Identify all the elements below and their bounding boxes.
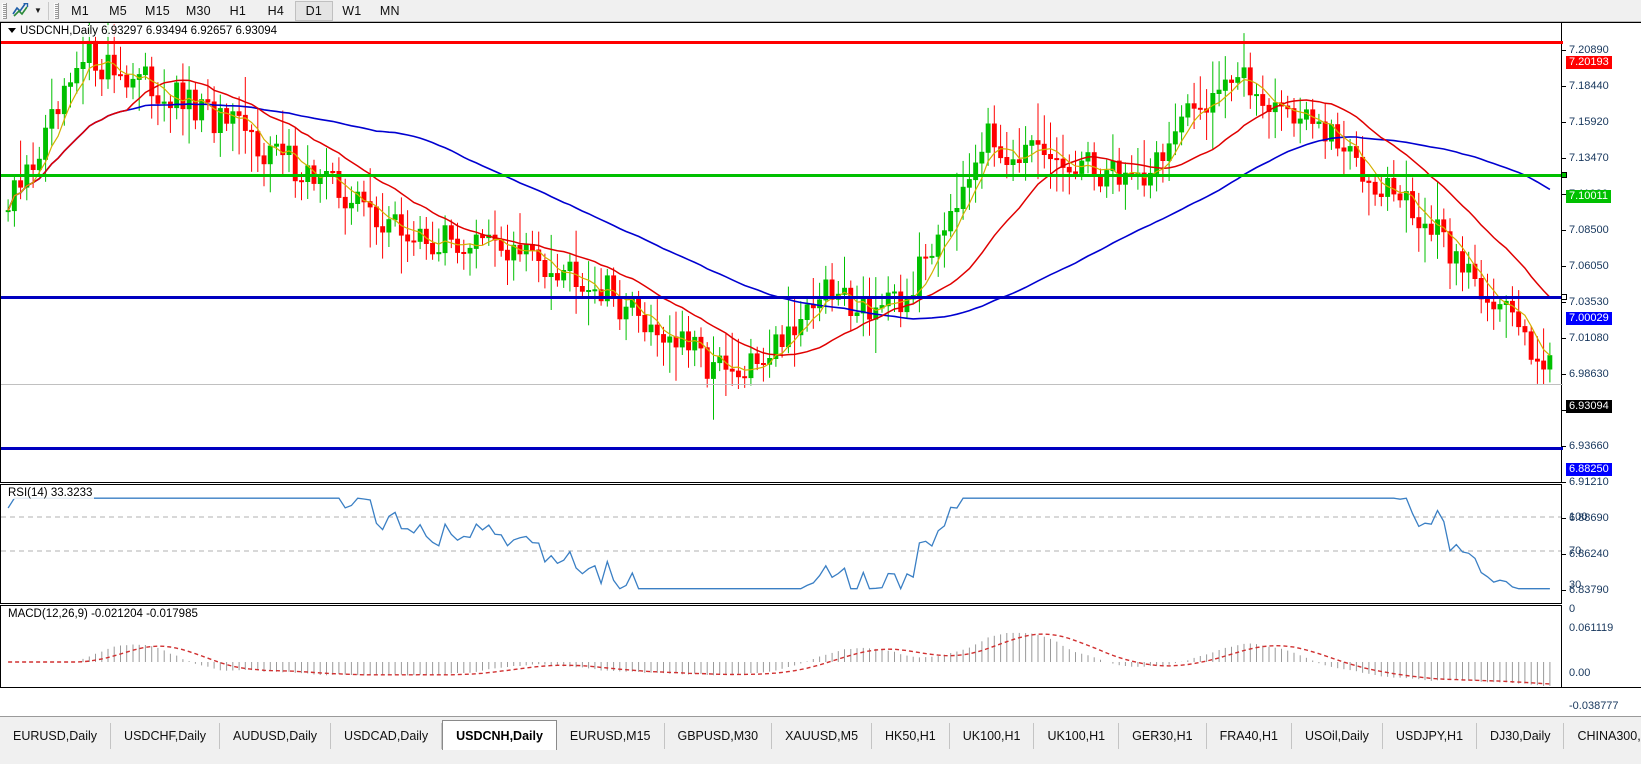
toolbar-grip[interactable] bbox=[2, 2, 7, 19]
last-price-badge: 6.93094 bbox=[1566, 400, 1612, 413]
resistance-line-red[interactable] bbox=[1, 41, 1563, 44]
tab-usdcnh-daily[interactable]: USDCNH,Daily bbox=[442, 720, 557, 750]
rsi-tick: 70 bbox=[1569, 545, 1582, 557]
price-tick: 7.03530 bbox=[1562, 297, 1609, 308]
tab-usoil-daily[interactable]: USOil,Daily bbox=[1292, 723, 1383, 749]
level-line-blue-upper[interactable] bbox=[1, 294, 1567, 300]
price-tick: 7.18440 bbox=[1562, 81, 1609, 92]
macd-tick: 0.061119 bbox=[1569, 622, 1614, 634]
tab-xauusd-m5[interactable]: XAUUSD,M5 bbox=[772, 723, 873, 749]
tab-fra40-h1[interactable]: FRA40,H1 bbox=[1207, 723, 1292, 749]
price-pane-title-text: USDCNH,Daily 6.93297 6.93494 6.92657 6.9… bbox=[20, 25, 278, 37]
tab-eurusd-m15[interactable]: EURUSD,M15 bbox=[557, 723, 665, 749]
tab-gbpusd-m30[interactable]: GBPUSD,M30 bbox=[665, 723, 773, 749]
tab-dj30-daily[interactable]: DJ30,Daily bbox=[1477, 723, 1565, 749]
price-tick: 6.98630 bbox=[1562, 369, 1609, 380]
tab-usdcad-daily[interactable]: USDCAD,Daily bbox=[331, 723, 443, 749]
rsi-chart-svg bbox=[1, 497, 1561, 591]
timeframe-m30[interactable]: M30 bbox=[185, 3, 211, 18]
rsi-tick: 100 bbox=[1569, 511, 1588, 523]
timeframe-w1[interactable]: W1 bbox=[342, 3, 362, 18]
macd-pane[interactable]: MACD(12,26,9) -0.021204 -0.017985 bbox=[0, 605, 1562, 688]
price-tick: 7.08500 bbox=[1562, 225, 1609, 236]
macd-tick: 0.00 bbox=[1569, 667, 1591, 679]
rsi-pane[interactable]: RSI(14) 33.3233 bbox=[0, 484, 1562, 604]
price-tick: 6.83790 bbox=[1562, 585, 1609, 596]
rsi-tick: 30 bbox=[1569, 579, 1582, 591]
pane-collapse-triangle-icon[interactable] bbox=[8, 28, 16, 34]
level-line-green[interactable] bbox=[1, 172, 1567, 178]
tab-hk50-h1[interactable]: HK50,H1 bbox=[872, 723, 950, 749]
tab-ger30-h1[interactable]: GER30,H1 bbox=[1119, 723, 1207, 749]
price-pane-title[interactable]: USDCNH,Daily 6.93297 6.93494 6.92657 6.9… bbox=[6, 25, 280, 37]
macd-chart-svg bbox=[8, 632, 1551, 686]
green-line-handle[interactable] bbox=[1561, 172, 1567, 178]
macd-tick: -0.038777 bbox=[1569, 700, 1619, 712]
price-scale[interactable]: 7.20890 7.18440 7.15920 7.13470 7.11020 … bbox=[1562, 22, 1641, 712]
toolbar-separator bbox=[48, 1, 49, 20]
resistance-level-badge[interactable]: 7.20193 bbox=[1566, 56, 1612, 69]
indicators-dropdown-caret-icon[interactable]: ▼ bbox=[34, 6, 42, 15]
blue-level-badge[interactable]: 7.00029 bbox=[1566, 312, 1612, 325]
rsi-tick: 0 bbox=[1569, 603, 1576, 615]
price-chart-svg bbox=[5, 23, 1553, 420]
timeframe-m1[interactable]: M1 bbox=[71, 3, 89, 18]
price-tick: 6.91210 bbox=[1562, 477, 1609, 488]
price-tick: 7.20890 bbox=[1562, 45, 1609, 56]
timeframe-h4[interactable]: H4 bbox=[267, 3, 285, 18]
price-tick: 6.86240 bbox=[1562, 549, 1609, 560]
tab-usdchf-daily[interactable]: USDCHF,Daily bbox=[111, 723, 220, 749]
tab-eurusd-daily[interactable]: EURUSD,Daily bbox=[0, 723, 112, 749]
chart-area[interactable]: USDCNH,Daily 6.93297 6.93494 6.92657 6.9… bbox=[0, 22, 1641, 738]
tab-china300-h4[interactable]: CHINA300,H4 bbox=[1564, 723, 1641, 749]
price-tick: 7.01080 bbox=[1562, 333, 1609, 344]
tab-uk100-h1-a[interactable]: UK100,H1 bbox=[950, 723, 1035, 749]
timeframe-h1[interactable]: H1 bbox=[229, 3, 247, 18]
level-line-blue-lower[interactable] bbox=[1, 447, 1563, 450]
timeframe-grip[interactable] bbox=[54, 2, 59, 19]
indicators-icon[interactable] bbox=[9, 1, 31, 21]
green-level-badge[interactable]: 7.10011 bbox=[1566, 190, 1611, 203]
timeframe-m15[interactable]: M15 bbox=[145, 3, 170, 18]
tab-usdjpy-h1[interactable]: USDJPY,H1 bbox=[1383, 723, 1478, 749]
price-tick: 7.15920 bbox=[1562, 117, 1609, 128]
price-tick: 6.93660 bbox=[1562, 441, 1609, 452]
price-pane[interactable]: USDCNH,Daily 6.93297 6.93494 6.92657 6.9… bbox=[0, 22, 1567, 483]
timeframe-mn[interactable]: MN bbox=[379, 3, 400, 18]
timeframe-m5[interactable]: M5 bbox=[109, 3, 127, 18]
price-tick: 7.06050 bbox=[1562, 261, 1609, 272]
support-level-badge[interactable]: 6.88250 bbox=[1566, 463, 1612, 476]
tab-uk100-h1-b[interactable]: UK100,H1 bbox=[1034, 723, 1120, 749]
blue-line-handle[interactable] bbox=[1561, 294, 1567, 300]
tab-audusd-daily[interactable]: AUDUSD,Daily bbox=[220, 723, 332, 749]
last-price-line-gray bbox=[1, 384, 1563, 385]
toolbar: ▼ M1 M5 M15 M30 H1 H4 D1 W1 MN bbox=[0, 0, 1641, 22]
chart-tab-bar[interactable]: EURUSD,Daily USDCHF,Daily AUDUSD,Daily U… bbox=[0, 716, 1641, 764]
macd-pane-title[interactable]: MACD(12,26,9) -0.021204 -0.017985 bbox=[6, 608, 200, 620]
timeframe-d1[interactable]: D1 bbox=[294, 0, 333, 21]
rsi-pane-title[interactable]: RSI(14) 33.3233 bbox=[6, 487, 95, 499]
price-tick: 7.13470 bbox=[1562, 153, 1609, 164]
price-tick: 6.88690 bbox=[1562, 513, 1609, 524]
